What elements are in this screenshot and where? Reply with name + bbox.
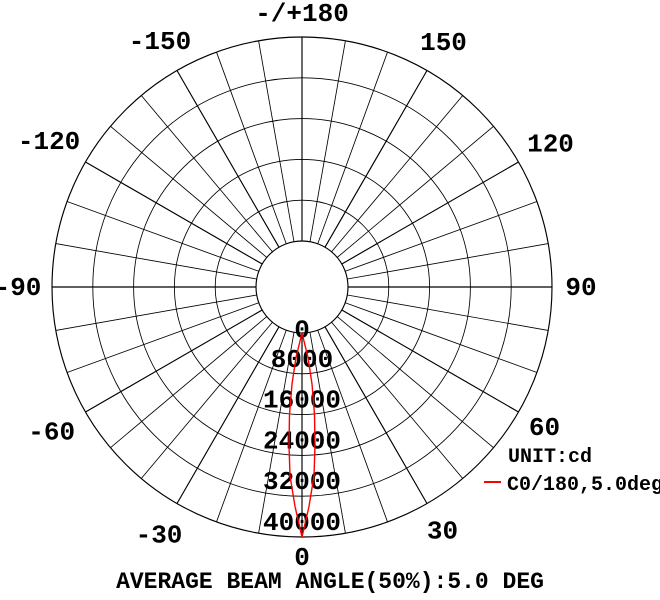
svg-text:60: 60 <box>529 413 560 443</box>
svg-text:0: 0 <box>294 315 310 345</box>
svg-text:-90: -90 <box>0 273 41 303</box>
svg-text:-60: -60 <box>28 418 75 448</box>
svg-text:120: 120 <box>527 130 574 160</box>
svg-text:8000: 8000 <box>271 345 333 375</box>
svg-text:-120: -120 <box>18 127 80 157</box>
svg-text:-150: -150 <box>129 27 191 57</box>
svg-text:-30: -30 <box>136 521 183 551</box>
svg-text:16000: 16000 <box>263 386 341 416</box>
svg-text:-/+180: -/+180 <box>255 0 349 29</box>
svg-text:90: 90 <box>565 273 596 303</box>
svg-text:30: 30 <box>427 516 458 546</box>
svg-text:32000: 32000 <box>263 467 341 497</box>
svg-text:40000: 40000 <box>263 508 341 538</box>
svg-text:24000: 24000 <box>263 426 341 456</box>
svg-text:150: 150 <box>420 28 467 58</box>
